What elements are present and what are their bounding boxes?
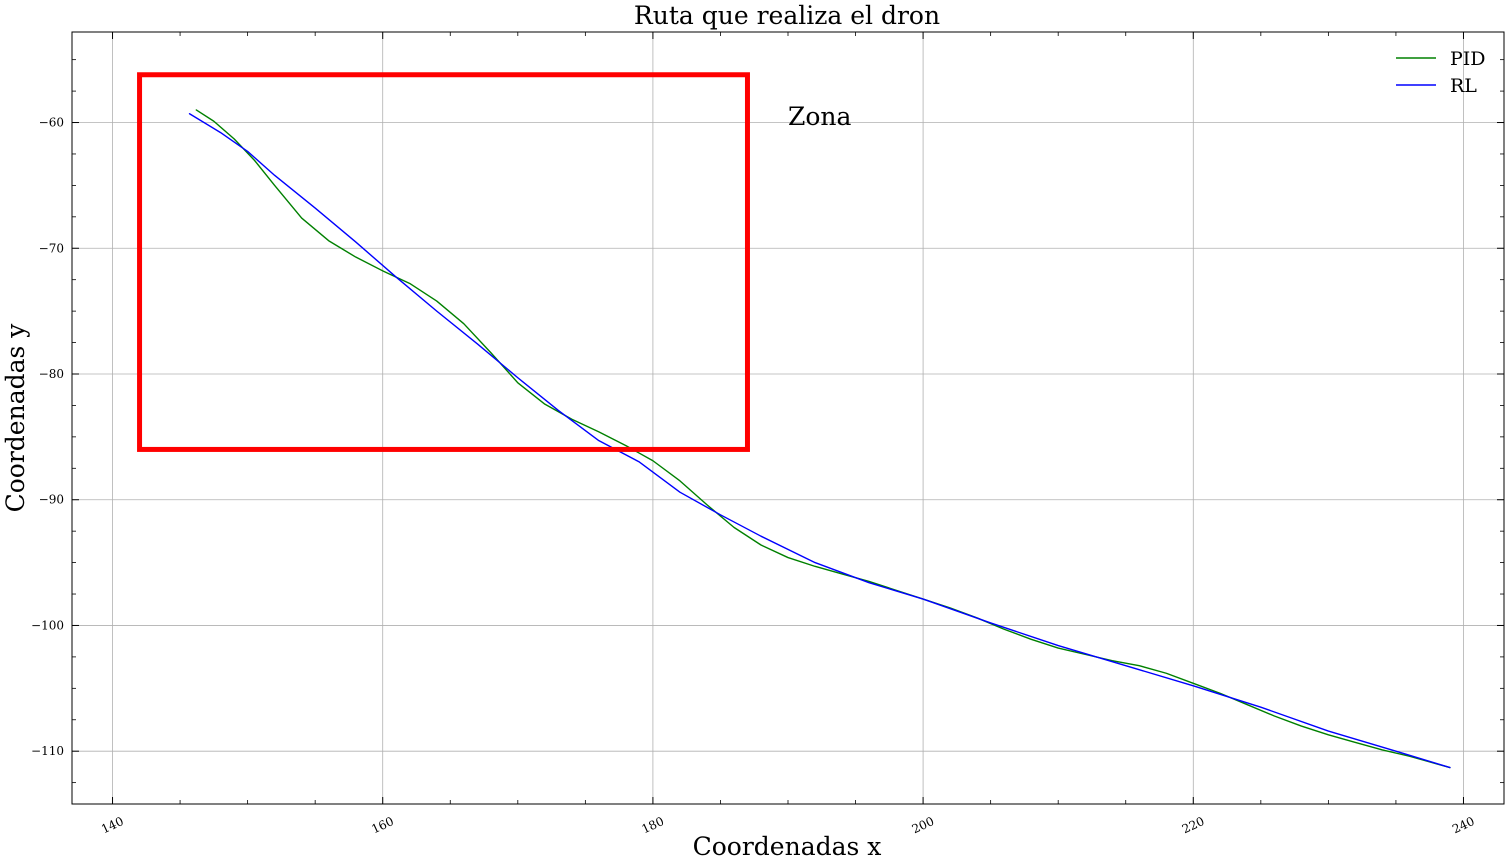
annotation-layer: Zona	[137, 72, 852, 452]
major-ticks	[72, 32, 1504, 804]
zone-rectangle	[137, 72, 750, 452]
series-line-pid	[195, 109, 1451, 769]
minor-ticks	[72, 32, 1504, 804]
legend-label-rl: RL	[1450, 75, 1477, 97]
x-axis-label: Coordenadas x	[693, 832, 882, 861]
legend: PID RL	[1396, 48, 1486, 97]
series-layer	[188, 109, 1451, 769]
legend-label-pid: PID	[1450, 48, 1486, 70]
x-tick-label: 140	[99, 814, 126, 836]
y-tick-label: −60	[39, 116, 64, 130]
x-tick-label: 160	[369, 814, 396, 836]
grid	[72, 32, 1504, 804]
y-tick-label: −90	[39, 493, 64, 507]
y-tick-label: −100	[31, 618, 64, 632]
y-axis-label: Coordenadas y	[1, 323, 30, 513]
y-tick-label: −110	[31, 744, 64, 758]
x-tick-label: 180	[639, 814, 666, 836]
y-tick-label: −70	[39, 241, 64, 255]
tick-labels: 140 160 180 200 220 240 −60 −70 −80 −90 −100 −110	[31, 116, 1477, 837]
chart-title: Ruta que realiza el dron	[634, 1, 940, 30]
x-tick-label: 200	[910, 814, 937, 836]
zone-annotation-label: Zona	[788, 102, 852, 131]
series-line-rl	[188, 113, 1451, 769]
plot-frame	[71, 31, 1505, 805]
x-tick-label: 220	[1180, 814, 1207, 836]
y-tick-label: −80	[39, 367, 64, 381]
x-tick-label: 240	[1450, 814, 1477, 836]
